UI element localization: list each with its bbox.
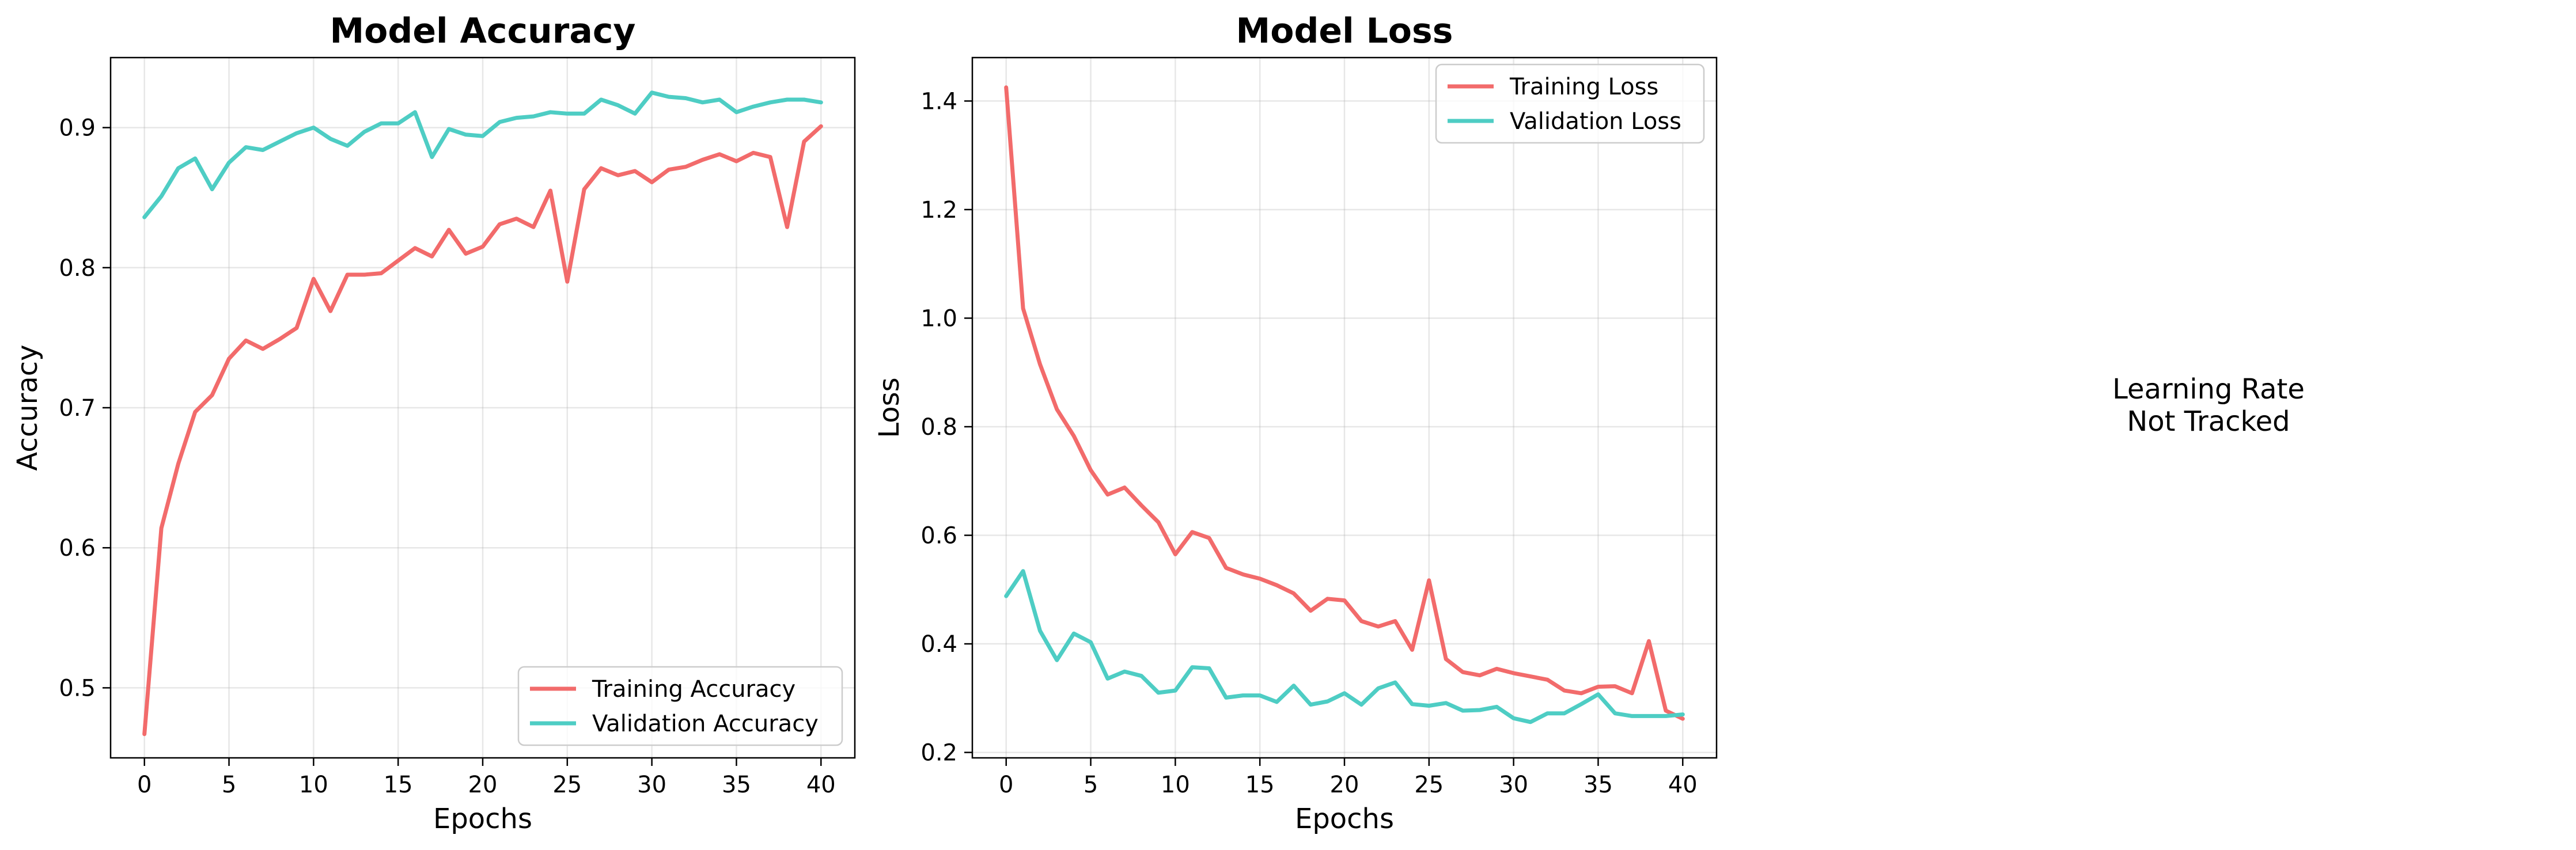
accuracy-series-training-accuracy xyxy=(142,124,823,737)
accuracy-x-tick-label-25: 25 xyxy=(552,772,582,798)
learning-rate-note-line1: Learning Rate xyxy=(2112,373,2305,405)
accuracy-y-tick-label-0-5: 0.5 xyxy=(59,675,96,701)
accuracy-x-tick-label-10: 10 xyxy=(299,772,328,798)
loss-x-tick-label-10: 10 xyxy=(1161,772,1190,798)
accuracy-x-tick-label-20: 20 xyxy=(468,772,498,798)
accuracy-legend-label-validation-accuracy: Validation Accuracy xyxy=(592,711,819,737)
accuracy-x-tick-label-15: 15 xyxy=(384,772,413,798)
learning-rate-panel: Learning Rate Not Tracked xyxy=(2112,373,2305,438)
loss-y-tick-label-0-8: 0.8 xyxy=(920,414,957,441)
accuracy-legend: Training Accuracy Validation Accuracy xyxy=(517,666,843,746)
learning-rate-note-line2: Not Tracked xyxy=(2127,405,2290,438)
loss-x-tick-label-40: 40 xyxy=(1668,772,1698,798)
loss-series-training-loss xyxy=(1004,85,1685,721)
loss-y-tick-label-0-4: 0.4 xyxy=(920,631,957,658)
accuracy-chart-title: Model Accuracy xyxy=(329,11,635,51)
loss-y-tick-label-1-2: 1.2 xyxy=(920,197,957,223)
accuracy-y-tick-label-0-8: 0.8 xyxy=(59,255,96,282)
loss-y-tick-label-0-6: 0.6 xyxy=(920,523,957,549)
loss-legend-label-validation-loss: Validation Loss xyxy=(1510,108,1681,135)
loss-chart-title: Model Loss xyxy=(1236,11,1453,51)
loss-series-validation-loss xyxy=(1004,569,1685,724)
accuracy-legend-box xyxy=(517,666,843,746)
accuracy-x-tick-label-35: 35 xyxy=(722,772,751,798)
accuracy-x-axis-label: Epochs xyxy=(433,803,532,835)
loss-x-tick-label-5: 5 xyxy=(1084,772,1098,798)
accuracy-x-tick-label-5: 5 xyxy=(222,772,236,798)
loss-legend-label-training-loss: Training Loss xyxy=(1509,74,1658,100)
loss-x-tick-label-0: 0 xyxy=(999,772,1013,798)
loss-y-axis-label: Loss xyxy=(873,377,906,438)
loss-x-axis-label: Epochs xyxy=(1295,803,1394,835)
loss-x-tick-label-15: 15 xyxy=(1245,772,1275,798)
loss-y-tick-label-0-2: 0.2 xyxy=(920,740,957,766)
loss-x-tick-label-25: 25 xyxy=(1414,772,1444,798)
accuracy-series-validation-accuracy xyxy=(142,90,823,219)
accuracy-y-axis-label: Accuracy xyxy=(12,344,44,470)
loss-y-tick-label-1-4: 1.4 xyxy=(920,88,957,115)
loss-y-tick-label-1: 1.0 xyxy=(920,305,957,332)
loss-legend: Training Loss Validation Loss xyxy=(1435,63,1705,144)
loss-x-tick-label-35: 35 xyxy=(1584,772,1613,798)
accuracy-x-tick-label-30: 30 xyxy=(637,772,666,798)
accuracy-panel: 0 5 10 15 20 25 30 35 40 0.5 0.6 0.7 0.8 0.9 Model Acc… xyxy=(12,11,856,835)
loss-x-tick-label-30: 30 xyxy=(1499,772,1528,798)
loss-panel: 0 5 10 15 20 25 30 35 40 0.2 0.4 0.6 0.8 1.0 1.2 1.4 Mod… xyxy=(873,11,1718,835)
accuracy-y-tick-label-0-6: 0.6 xyxy=(59,535,96,561)
accuracy-x-tick-label-0: 0 xyxy=(137,772,151,798)
loss-x-tick-label-20: 20 xyxy=(1330,772,1359,798)
accuracy-y-tick-label-0-7: 0.7 xyxy=(59,395,96,422)
accuracy-legend-label-training-accuracy: Training Accuracy xyxy=(592,676,795,703)
accuracy-y-tick-label-0-9: 0.9 xyxy=(59,115,96,142)
accuracy-x-tick-label-40: 40 xyxy=(806,772,836,798)
loss-legend-box xyxy=(1435,63,1705,144)
